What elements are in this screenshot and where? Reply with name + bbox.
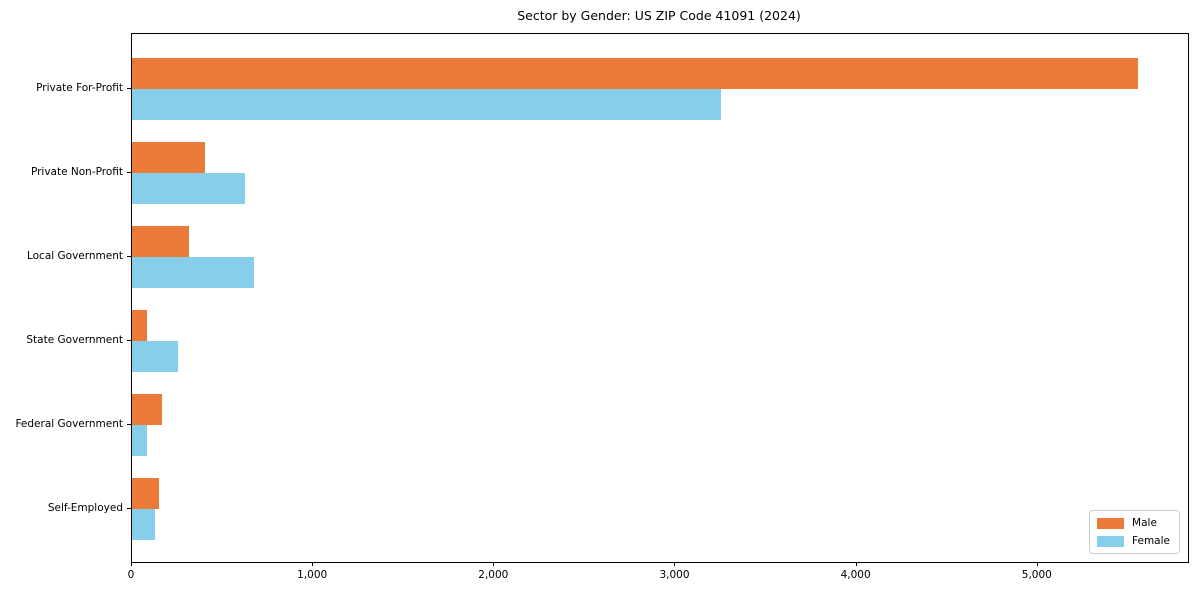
y-axis-label: Federal Government — [15, 418, 123, 430]
bar-female-federal-government — [132, 425, 147, 456]
bar-female-state-government — [132, 341, 179, 372]
legend-label-male: Male — [1132, 517, 1157, 529]
x-axis-tick-label: 0 — [127, 569, 135, 581]
y-axis-tick — [127, 172, 131, 173]
y-axis-tick — [127, 508, 131, 509]
legend-item-female: Female — [1097, 534, 1170, 548]
legend-label-female: Female — [1132, 535, 1170, 547]
x-axis-tick — [312, 562, 314, 566]
y-axis-label: Private Non-Profit — [30, 166, 123, 178]
chart-title: Sector by Gender: US ZIP Code 41091 (202… — [517, 8, 801, 23]
plot-area: Male Female — [131, 33, 1189, 563]
x-axis-tick-label: 2,000 — [478, 569, 509, 581]
y-axis-tick — [127, 340, 131, 341]
bar-female-private-non-profit — [132, 173, 245, 204]
y-axis-label: Private For-Profit — [36, 82, 123, 94]
y-axis-label: Self-Employed — [47, 502, 123, 514]
bar-male-state-government — [132, 310, 147, 341]
legend-swatch-male-icon — [1097, 517, 1125, 529]
x-axis-tick-label: 3,000 — [659, 569, 690, 581]
x-axis-tick — [493, 562, 495, 566]
legend-item-male: Male — [1097, 516, 1170, 530]
x-axis-tick-label: 5,000 — [1021, 569, 1052, 581]
y-axis-label: Local Government — [26, 250, 123, 262]
y-axis-tick — [127, 256, 131, 257]
bar-male-self-employed — [132, 478, 159, 509]
x-axis-tick-label: 1,000 — [297, 569, 328, 581]
legend-swatch-female-icon — [1097, 535, 1125, 547]
x-axis-tick — [1036, 562, 1038, 566]
bar-female-self-employed — [132, 509, 156, 540]
x-axis-tick — [855, 562, 857, 566]
y-axis-tick — [127, 424, 131, 425]
x-axis-tick — [131, 562, 132, 566]
y-axis-label: State Government — [26, 334, 123, 346]
y-axis-tick — [127, 88, 131, 89]
x-axis-tick-label: 4,000 — [840, 569, 871, 581]
bar-male-private-for-profit — [132, 58, 1138, 89]
bar-female-local-government — [132, 257, 255, 288]
legend: Male Female — [1089, 510, 1180, 554]
bar-female-private-for-profit — [132, 89, 722, 120]
x-axis-tick — [674, 562, 676, 566]
bar-male-federal-government — [132, 394, 162, 425]
bar-male-private-non-profit — [132, 142, 205, 173]
bar-male-local-government — [132, 226, 190, 257]
